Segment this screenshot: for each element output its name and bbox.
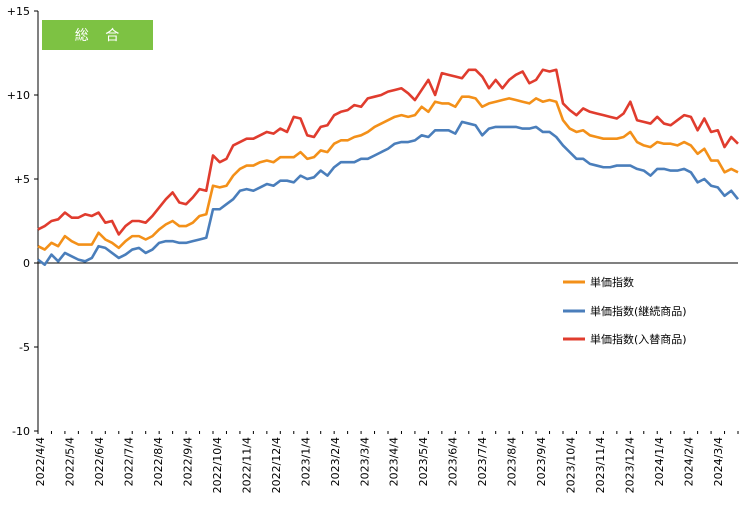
legend-label: 単価指数 [590, 275, 634, 289]
x-tick-label: 2022/4/4 [34, 437, 47, 486]
legend-background [552, 330, 712, 348]
x-tick-label: 2023/6/4 [447, 437, 460, 486]
x-tick-label: 2023/9/4 [535, 437, 548, 486]
x-tick-label: 2024/3/4 [712, 437, 725, 486]
series-layer [37, 68, 740, 266]
y-tick-label: +5 [14, 173, 30, 186]
x-tick-label: 2022/5/4 [64, 437, 77, 486]
x-tick-label: 2023/1/4 [299, 437, 312, 486]
y-tick-label: +10 [7, 89, 30, 102]
y-tick-label: 0 [23, 257, 30, 270]
x-tick-label: 2023/10/4 [565, 437, 578, 493]
series-line-0 [37, 95, 739, 251]
legend-background [552, 273, 712, 291]
x-tick-label: 2022/9/4 [181, 437, 194, 486]
x-tick-label: 2023/4/4 [388, 437, 401, 486]
legend-label: 単価指数(入替商品) [590, 332, 687, 346]
y-tick-label: -5 [19, 341, 30, 354]
x-tick-label: 2023/5/4 [417, 437, 430, 486]
x-tick-label: 2023/2/4 [329, 437, 342, 486]
y-tick-label: +15 [7, 5, 30, 18]
badge-label: 総 合 [75, 28, 125, 44]
x-tick-label: 2024/2/4 [682, 437, 695, 486]
badge-background [42, 20, 153, 50]
x-tick-label: 2023/3/4 [358, 437, 371, 486]
legend-label: 単価指数(継続商品) [590, 304, 687, 318]
x-tick-label: 2023/11/4 [594, 437, 607, 493]
x-tick-label: 2022/12/4 [270, 437, 283, 493]
y-axis: +15 +10 +5 0 -5 -10 [7, 5, 39, 438]
y-tick-label: -10 [12, 425, 30, 438]
x-tick-label: 2022/7/4 [122, 437, 135, 486]
x-tick-label: 2023/12/4 [624, 437, 637, 493]
x-tick-label: 2023/7/4 [476, 437, 489, 486]
x-tick-label: 2022/11/4 [240, 437, 253, 493]
x-axis: 2022/4/4 2022/5/4 2022/6/4 2022/7/4 2022/8/4… [34, 262, 739, 493]
x-tick-label: 2024/1/4 [653, 437, 666, 486]
category-badge: 総 合 [42, 20, 153, 50]
series-line-1 [37, 120, 740, 266]
x-tick-label: 2022/8/4 [152, 437, 165, 486]
x-tick-label: 2023/8/4 [506, 437, 519, 486]
legend-background [552, 302, 712, 320]
x-tick-label: 2022/10/4 [211, 437, 224, 493]
x-tick-label: 2022/6/4 [93, 437, 106, 486]
series-line-2 [37, 68, 739, 236]
